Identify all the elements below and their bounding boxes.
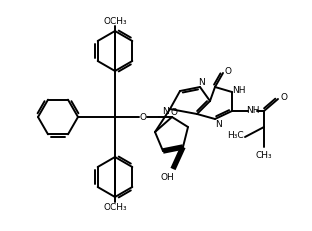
Text: N: N — [197, 78, 204, 87]
Text: O: O — [280, 93, 287, 102]
Text: O: O — [170, 108, 178, 117]
Text: NH: NH — [246, 106, 260, 115]
Text: OCH₃: OCH₃ — [103, 203, 127, 212]
Text: CH₃: CH₃ — [256, 151, 272, 160]
Text: NH: NH — [232, 86, 246, 95]
Text: H₃C: H₃C — [227, 131, 243, 140]
Text: N: N — [215, 120, 222, 129]
Text: O: O — [225, 67, 232, 76]
Polygon shape — [173, 147, 183, 169]
Text: OCH₃: OCH₃ — [103, 17, 127, 26]
Text: O: O — [139, 113, 147, 122]
Text: N: N — [162, 107, 168, 116]
Polygon shape — [163, 147, 183, 151]
Text: OH: OH — [160, 173, 174, 182]
